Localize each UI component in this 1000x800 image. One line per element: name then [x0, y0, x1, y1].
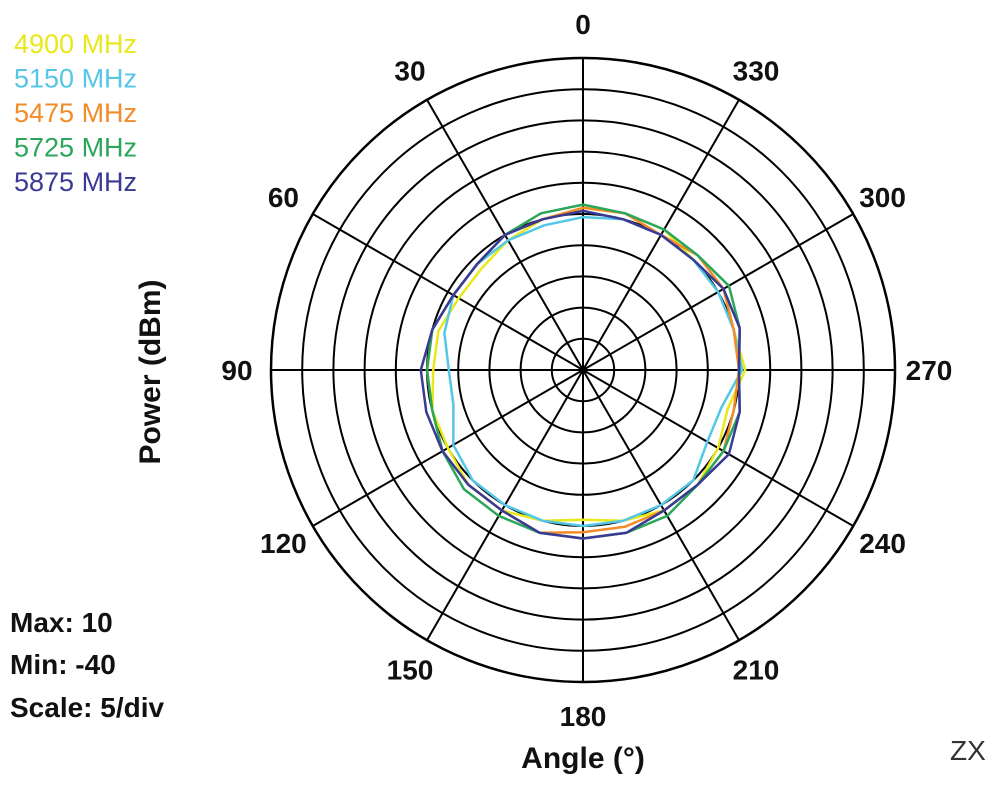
plane-label: ZX: [950, 735, 986, 766]
angle-labels: 0 30 60 90 120 150 180 210 240 270 300 330: [221, 9, 952, 732]
legend: 4900 MHz 5150 MHz 5475 MHz 5725 MHz 5875 MHz: [14, 29, 137, 197]
legend-item: 5875 MHz: [14, 167, 137, 197]
series-line: [419, 209, 741, 540]
min-label: Min: -40: [10, 649, 116, 680]
angle-tick-label: 120: [260, 528, 307, 559]
series-layer: [419, 203, 747, 540]
angle-tick-label: 300: [859, 182, 906, 213]
x-axis-title: Angle (°): [521, 742, 645, 775]
angle-tick-label: 210: [733, 655, 780, 686]
angle-tick-label: 330: [733, 55, 780, 86]
angle-tick-label: 150: [387, 655, 434, 686]
scale-label: Scale: 5/div: [10, 692, 165, 723]
legend-item: 5150 MHz: [14, 64, 137, 94]
grid-spoke: [426, 99, 740, 641]
angle-tick-label: 0: [575, 9, 591, 40]
angle-tick-label: 30: [394, 55, 425, 86]
angle-tick-label: 180: [560, 701, 607, 732]
polar-grid: [269, 56, 897, 684]
y-axis-title: Power (dBm): [134, 279, 167, 464]
legend-item: 5475 MHz: [14, 98, 137, 128]
legend-item: 5725 MHz: [14, 133, 137, 163]
max-label: Max: 10: [10, 607, 113, 638]
angle-tick-label: 90: [221, 355, 252, 386]
angle-tick-label: 270: [906, 355, 953, 386]
angle-tick-label: 240: [859, 528, 906, 559]
angle-tick-label: 60: [268, 182, 299, 213]
legend-item: 4900 MHz: [14, 29, 137, 59]
